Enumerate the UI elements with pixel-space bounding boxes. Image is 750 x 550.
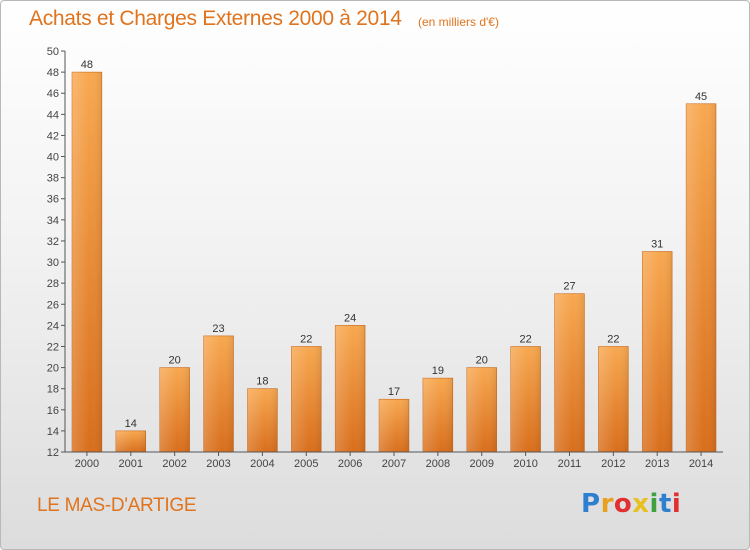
bar-shade: [642, 251, 673, 452]
y-tick-label: 26: [47, 299, 59, 311]
brand-logo-letter: P: [581, 489, 601, 519]
commune-name: LE MAS-D'ARTIGE: [37, 495, 197, 516]
x-tick-label: 2007: [382, 458, 406, 470]
brand-logo-letter: i: [671, 489, 682, 519]
y-tick-label: 24: [47, 320, 59, 332]
x-axis: 2000 2001 2002 2003 2004 2005 2006 2007 2008 2009…: [65, 451, 723, 470]
y-tick-label: 16: [47, 405, 59, 417]
brand-logo-letter: t: [658, 489, 672, 519]
bar-value-label: 22: [519, 333, 531, 345]
bar-value-label: 48: [81, 59, 93, 71]
x-tick-label: 2013: [645, 458, 669, 470]
bar-shade: [72, 72, 102, 453]
x-tick-label: 2000: [75, 458, 99, 470]
y-tick-label: 30: [47, 257, 59, 269]
chart-title: Achats et Charges Externes 2000 à 2014: [29, 7, 402, 30]
bar-value-label: 17: [388, 386, 400, 398]
bar-shade: [379, 399, 409, 452]
x-tick-label: 2002: [162, 458, 186, 470]
y-tick-label: 22: [47, 341, 59, 353]
bar-shade: [554, 293, 585, 452]
x-tick-label: 2005: [294, 458, 318, 470]
y-tick-label: 12: [47, 447, 59, 459]
x-tick-label: 2001: [119, 458, 143, 470]
y-tick-label: 44: [47, 109, 59, 121]
bar-value-label: 14: [125, 418, 137, 430]
bar-shade: [115, 430, 146, 452]
bars: 48 14 20 23 18 22 24 17 19 20 22 27 22 31 45: [71, 59, 717, 453]
y-tick-label: 14: [47, 426, 59, 438]
bar-shade: [247, 388, 278, 452]
y-tick-label: 50: [47, 46, 59, 58]
x-tick-label: 2008: [426, 458, 450, 470]
x-tick-label: 2011: [558, 458, 582, 470]
bar-value-label: 20: [169, 355, 181, 367]
bar-value-label: 31: [651, 239, 663, 251]
bar-shade: [510, 346, 541, 452]
y-tick-label: 34: [47, 215, 59, 227]
brand-logo-letter: i: [649, 489, 659, 519]
x-tick-label: 2006: [338, 458, 362, 470]
bar-value-label: 27: [563, 281, 575, 293]
y-tick-label: 28: [47, 278, 59, 290]
y-tick-label: 36: [47, 194, 59, 206]
y-tick-label: 38: [47, 173, 59, 185]
x-tick-label: 2004: [250, 458, 274, 470]
x-tick-label: 2003: [206, 458, 230, 470]
chart-subtitle: (en milliers d'€): [418, 15, 499, 29]
brand-logo-letter: r: [600, 489, 614, 519]
y-tick-label: 20: [47, 363, 59, 375]
bar-value-label: 19: [432, 365, 444, 377]
bar-shade: [203, 335, 234, 452]
y-tick-label: 40: [47, 152, 59, 164]
x-tick-label: 2014: [689, 458, 713, 470]
bar-value-label: 20: [476, 355, 488, 367]
brand-logo-letter: o: [613, 489, 633, 519]
bar-value-label: 24: [344, 312, 356, 324]
bar-value-label: 23: [212, 323, 224, 335]
y-tick-label: 46: [47, 88, 59, 100]
bar-shade: [422, 378, 453, 452]
bar-shade: [291, 346, 322, 452]
bar-shade: [335, 325, 366, 452]
bar-shade: [159, 367, 190, 452]
x-tick-label: 2009: [469, 458, 493, 470]
x-tick-label: 2012: [601, 458, 625, 470]
y-tick-label: 32: [47, 236, 59, 248]
x-tick-label: 2010: [513, 458, 537, 470]
y-axis: 12 14 16 18 20 22 24 26 28 30 32 34 36 38 40 42 44 46 48 50: [47, 46, 66, 459]
bar-value-label: 18: [256, 376, 268, 388]
bar-value-label: 22: [300, 333, 312, 345]
y-tick-label: 42: [47, 130, 59, 142]
brand-logo: Proxiti: [581, 489, 681, 519]
bar-shade: [466, 367, 497, 452]
bar-shade: [686, 103, 716, 453]
brand-logo-letter: x: [632, 489, 650, 519]
bar-value-label: 45: [695, 91, 707, 103]
bar-shade: [598, 346, 629, 452]
y-tick-label: 48: [47, 67, 59, 79]
bar-value-label: 22: [607, 333, 619, 345]
y-tick-label: 18: [47, 384, 59, 396]
